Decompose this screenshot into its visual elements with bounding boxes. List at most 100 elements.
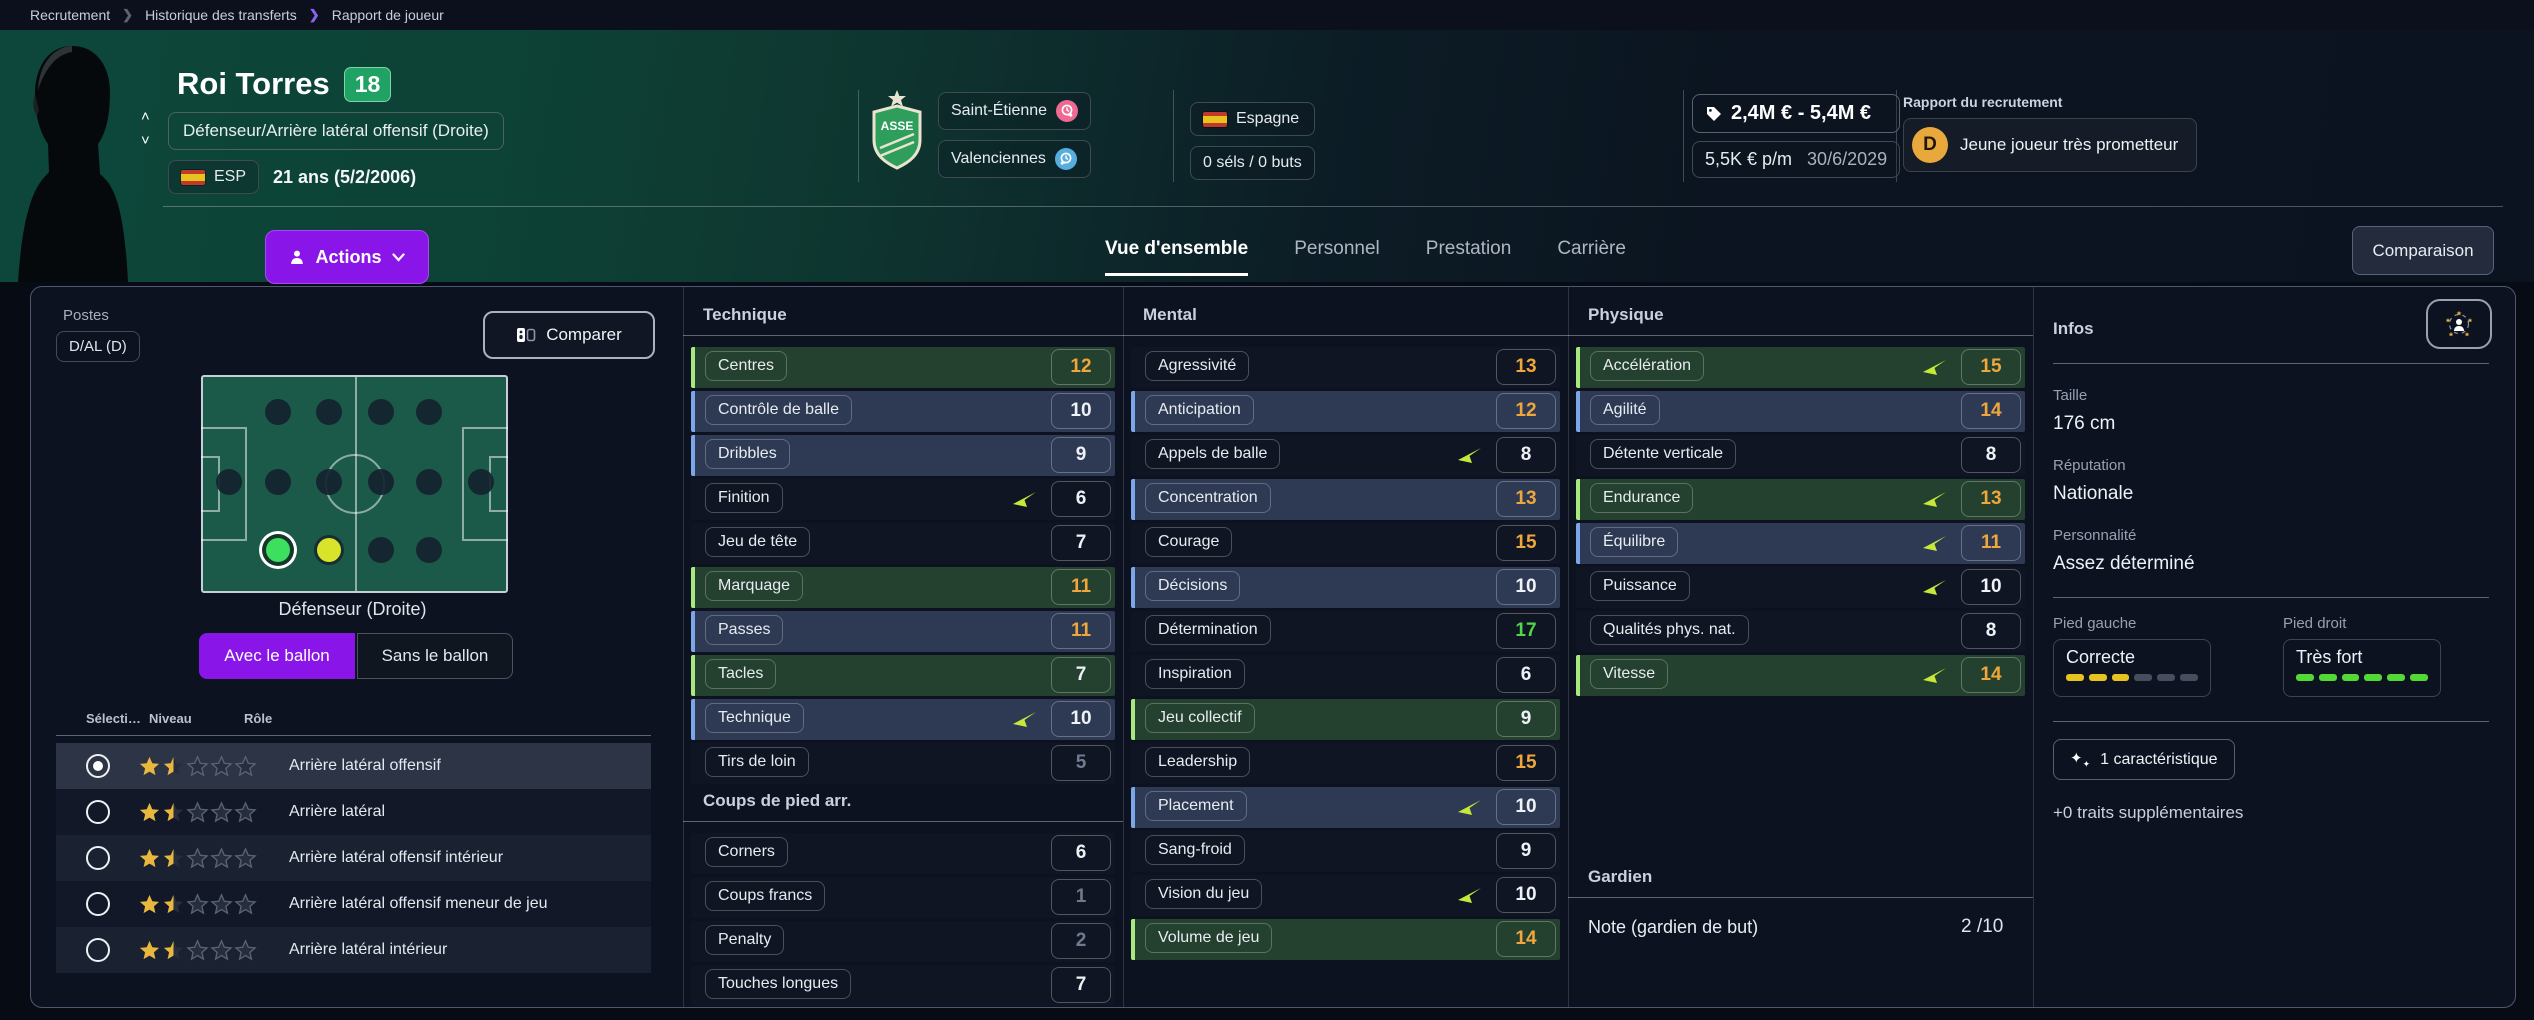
role-radio[interactable] (86, 754, 110, 778)
divider (2053, 363, 2489, 364)
tab-prestation[interactable]: Prestation (1425, 238, 1512, 259)
foot-strength-segment (2410, 674, 2428, 681)
role-star-rating (138, 938, 257, 962)
attribute-row: Centres 12 (691, 347, 1115, 388)
attribute-label[interactable]: Tacles (705, 659, 777, 689)
selected-position-dot[interactable] (266, 538, 291, 563)
role-row[interactable]: Arrière latéral offensif meneur de jeu (56, 881, 651, 927)
foot-strength-segment (2088, 674, 2107, 681)
role-highlight-arrow-icon (1923, 579, 1947, 601)
attribute-label[interactable]: Qualités phys. nat. (1590, 615, 1749, 645)
attribute-label[interactable]: Décisions (1145, 571, 1241, 601)
divider (2053, 597, 2489, 598)
foot-strength-segment (2387, 674, 2406, 681)
attribute-label[interactable]: Marquage (705, 571, 804, 601)
attribute-value: 7 (1051, 525, 1111, 561)
attribute-label[interactable]: Finition (705, 483, 783, 513)
attribute-label[interactable]: Jeu collectif (1145, 703, 1255, 733)
breadcrumb-item[interactable]: Recrutement (30, 7, 111, 23)
club-block: Saint-Étienne Valenciennes (938, 92, 1092, 178)
attribute-label[interactable]: Coups francs (705, 881, 826, 911)
attribute-label[interactable]: Contrôle de balle (705, 395, 852, 425)
attribute-row: Passes 11 (691, 611, 1115, 652)
club-crest[interactable]: ASSE (870, 90, 924, 170)
attribute-value: 6 (1496, 657, 1556, 693)
actions-button[interactable]: Actions (265, 230, 429, 284)
mental-rows: Agressivité 13 Anticipation 12 Appels de bal… (1131, 347, 1560, 963)
role-row[interactable]: Arrière latéral (56, 789, 651, 835)
position-dot (216, 468, 243, 495)
attribute-value: 10 (1496, 569, 1556, 605)
attribute-label[interactable]: Endurance (1590, 483, 1694, 513)
parent-club-chip[interactable]: Saint-Étienne (938, 92, 1092, 130)
attribute-label[interactable]: Placement (1145, 791, 1247, 821)
attribute-label[interactable]: Vision du jeu (1145, 879, 1263, 909)
attribute-label[interactable]: Puissance (1590, 571, 1690, 601)
attribute-label[interactable]: Centres (705, 351, 788, 381)
attribute-label[interactable]: Sang-froid (1145, 835, 1245, 865)
attribute-label[interactable]: Concentration (1145, 483, 1271, 513)
chevron-up-icon[interactable]: ˄ (141, 108, 150, 125)
attribute-row: Jeu collectif 9 (1131, 699, 1560, 740)
attribute-label[interactable]: Technique (705, 703, 804, 733)
infos-title: Infos (2053, 319, 2094, 338)
compare-button[interactable]: Comparer (483, 311, 655, 359)
role-star-rating (138, 892, 257, 916)
role-row[interactable]: Arrière latéral offensif intérieur (56, 835, 651, 881)
attribute-label[interactable]: Volume de jeu (1145, 923, 1273, 953)
breadcrumb-item[interactable]: Rapport de joueur (331, 7, 444, 23)
trait-count-chip[interactable]: ✦✦ 1 caractéristique (2053, 739, 2235, 780)
nation-chip[interactable]: Espagne (1190, 102, 1315, 136)
attribute-label[interactable]: Accélération (1590, 351, 1705, 381)
without-ball-toggle[interactable]: Sans le ballon (357, 633, 513, 679)
physique-title: Physique (1588, 305, 1664, 324)
attribute-label[interactable]: Détente verticale (1590, 439, 1737, 469)
attribute-row: Touches longues 7 (691, 965, 1115, 1006)
breadcrumb-item[interactable]: Historique des transferts (145, 7, 297, 23)
role-row[interactable]: Arrière latéral intérieur (56, 927, 651, 973)
comparison-button[interactable]: Comparaison (2352, 226, 2494, 275)
role-radio[interactable] (86, 846, 110, 870)
attribute-label[interactable]: Touches longues (705, 969, 852, 999)
attribute-label[interactable]: Vitesse (1590, 659, 1669, 689)
secondary-position-dot[interactable] (317, 538, 342, 563)
attribute-label[interactable]: Dribbles (705, 439, 790, 469)
with-ball-toggle[interactable]: Avec le ballon (199, 633, 355, 679)
tab-carriere[interactable]: Carrière (1557, 238, 1626, 259)
nationality-chip: ESP (168, 160, 260, 194)
attribute-label[interactable]: Passes (705, 615, 784, 645)
attribute-label[interactable]: Agilité (1590, 395, 1660, 425)
attribute-label[interactable]: Appels de balle (1145, 439, 1281, 469)
attribute-label[interactable]: Anticipation (1145, 395, 1254, 425)
role-radio[interactable] (86, 800, 110, 824)
reputation-value: Nationale (2053, 483, 2134, 504)
attribute-label[interactable]: Leadership (1145, 747, 1251, 777)
role-row[interactable]: Arrière latéral offensif (56, 743, 651, 789)
role-radio[interactable] (86, 938, 110, 962)
attribute-label[interactable]: Jeu de tête (705, 527, 811, 557)
foot-strength-segment (2364, 674, 2383, 681)
breadcrumb: Recrutement ❯ Historique des transferts … (0, 0, 2534, 30)
tab-personnel[interactable]: Personnel (1294, 238, 1380, 259)
position-chip: Défenseur/Arrière latéral offensif (Droi… (168, 112, 504, 150)
loan-in-icon (1054, 148, 1077, 170)
tab-vue-densemble[interactable]: Vue d'ensemble (1105, 238, 1249, 276)
attribute-label[interactable]: Penalty (705, 925, 785, 955)
attribute-label[interactable]: Équilibre (1590, 527, 1679, 557)
column-header-selection: Sélecti… (86, 711, 141, 726)
loan-club-chip[interactable]: Valenciennes (938, 140, 1092, 178)
attribute-row: Détermination 17 (1131, 611, 1560, 652)
role-name: Arrière latéral offensif (289, 757, 441, 774)
recruitment-report-chip[interactable]: D Jeune joueur très prometteur (1903, 118, 2198, 172)
attribute-label[interactable]: Corners (705, 837, 788, 867)
chevron-down-icon[interactable]: ˅ (141, 132, 150, 149)
attribute-label[interactable]: Tirs de loin (705, 747, 809, 777)
player-comparison-icon-button[interactable] (2426, 299, 2492, 349)
attribute-label[interactable]: Inspiration (1145, 659, 1245, 689)
role-radio[interactable] (86, 892, 110, 916)
attribute-label[interactable]: Détermination (1145, 615, 1271, 645)
attribute-label[interactable]: Courage (1145, 527, 1233, 557)
attribute-label[interactable]: Agressivité (1145, 351, 1250, 381)
position-dot (316, 399, 343, 426)
attribute-row: Coups francs 1 (691, 877, 1115, 918)
